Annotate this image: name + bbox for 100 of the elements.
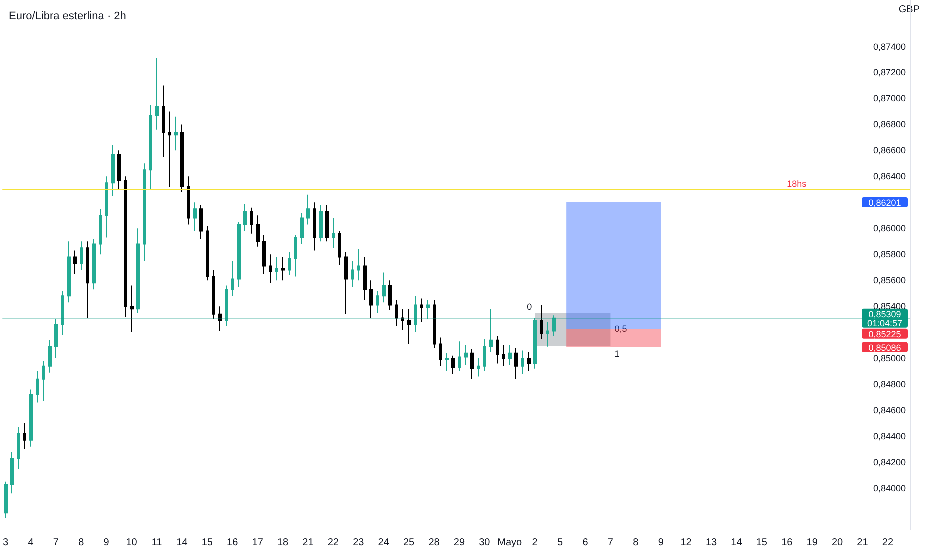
y-tick-label: 0,87200 [873,68,906,78]
x-tick-label: 16 [782,538,794,548]
candlestick [533,318,537,370]
x-tick-label: 25 [403,538,416,548]
annotation: 0,5 [614,324,628,334]
candlestick [489,308,493,353]
x-tick-label: 17 [252,538,264,548]
y-tick-label: 0,84600 [873,405,906,416]
x-tick-label: 15 [756,538,768,548]
candlestick [136,228,140,314]
candlestick [17,426,20,470]
candlestick [149,104,152,190]
x-tick-label: 21 [302,538,314,548]
candlestick [540,304,543,340]
candlestick [143,163,146,262]
y-tick-label: 0,85400 [873,302,906,312]
candlestick [483,338,486,372]
x-tick-label: 22 [328,538,340,548]
candlestick [250,207,253,234]
annotation: 18hs [787,179,808,190]
y-tick-label: 0,84200 [873,457,906,468]
candlestick [269,254,272,284]
candlestick [338,230,341,266]
x-tick-label: 9 [658,538,664,548]
x-tick-label: 24 [378,538,390,548]
x-tick-label: 28 [428,538,440,548]
candlestick [99,208,102,256]
candlestick [313,202,316,252]
candlestick [199,204,203,240]
candlestick [382,272,386,304]
x-tick-label: 23 [353,538,365,548]
candlestick [420,298,423,323]
candlestick [237,222,241,288]
candlestick [477,358,480,378]
candlestick [48,340,52,374]
candlestick [231,260,234,297]
candlestick [275,256,278,282]
x-tick-label: 6 [582,538,589,548]
candlestick [67,241,71,304]
candlestick [458,341,461,372]
candlestick [395,300,398,327]
x-tick-label: 29 [454,538,466,548]
candlestick [4,481,8,519]
x-tick-label: Mayo [498,538,523,548]
y-tick-label: 0,85600 [873,276,906,286]
candlestick [552,315,556,337]
candlestick [80,241,83,271]
candlestick [451,355,455,375]
candlestick [357,248,360,282]
x-tick-label: 9 [104,538,110,548]
candlestick [243,203,247,232]
candlestick [212,270,215,320]
candlestick [225,285,228,327]
y-tick-label: 0,84800 [873,380,906,390]
y-tick-label: 0,86600 [873,146,906,156]
candlestick [464,345,468,366]
candlestick [319,204,323,242]
annotation: 0,85225 [868,329,902,340]
x-tick-label: 30 [479,538,491,548]
candlestick [369,280,373,319]
candlestick [496,336,499,364]
candlestick [36,371,39,404]
candlestick [42,360,45,402]
candlestick [433,300,436,349]
candlestick [262,234,266,275]
candlestick [23,422,26,450]
ref-line-label: 0,85309 01:04:57 [867,309,903,328]
candlestick [29,389,33,448]
candlestick [294,234,297,278]
candlestick [10,452,14,494]
x-tick-label: 10 [126,538,138,548]
x-tick-label: 18 [277,538,290,548]
candlestick [111,144,115,197]
x-tick-label: 2 [532,538,538,548]
x-tick-label: 8 [78,538,85,548]
candlestick [73,250,77,275]
candlestick [332,218,335,249]
annotation: 0 [527,302,532,312]
candlestick [206,226,209,282]
candlestick [508,345,512,366]
x-tick-label: 15 [202,538,214,548]
candlestick [124,176,127,318]
x-tick-label: 7 [608,538,614,548]
y-tick-label: 0,86000 [873,224,906,234]
candlestick [92,238,96,290]
x-tick-label: 8 [633,538,640,548]
x-tick-label: 12 [680,538,692,548]
x-tick-label: 13 [706,538,718,548]
candlestick [117,150,121,190]
candlestick [470,348,474,380]
y-axis-title: GBP [898,4,920,16]
x-tick-label: 14 [731,538,743,548]
candlestick [281,256,285,282]
candlestick [546,322,549,348]
y-tick-label: 0,84400 [873,431,906,442]
annotation: 0,86201 [868,198,902,208]
candlestick [61,290,64,336]
candlestick [300,212,304,245]
x-tick-label: 20 [832,538,844,548]
candlestick [218,306,222,332]
